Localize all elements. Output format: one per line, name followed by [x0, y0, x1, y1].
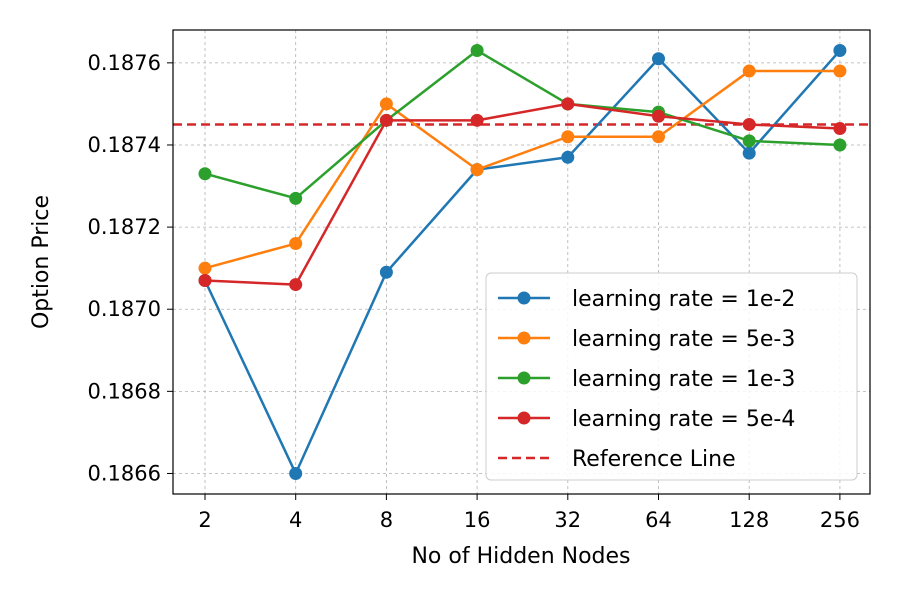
data-point [379, 113, 393, 127]
series-4 [198, 97, 847, 292]
x-tick-label: 128 [729, 508, 769, 532]
series-2 [198, 64, 847, 275]
data-point [198, 261, 212, 275]
y-tick-label: 0.1868 [88, 379, 161, 403]
data-point [742, 64, 756, 78]
legend-box [485, 272, 858, 481]
data-point [470, 44, 484, 58]
x-tick-label: 32 [554, 508, 581, 532]
legend-swatch-marker [517, 331, 531, 345]
legend-label: learning rate = 1e-2 [572, 287, 795, 312]
legend-label: learning rate = 1e-3 [572, 367, 795, 392]
data-point [289, 191, 303, 205]
y-tick-label: 0.1876 [88, 51, 161, 75]
legend-label: learning rate = 5e-3 [572, 327, 795, 352]
data-point [742, 134, 756, 148]
data-point [470, 163, 484, 177]
x-axis-label: No of Hidden Nodes [411, 544, 630, 569]
data-point [289, 466, 303, 480]
legend-swatch-marker [517, 371, 531, 385]
data-point [833, 122, 847, 136]
data-point [561, 130, 575, 144]
data-point [379, 265, 393, 279]
data-point [379, 97, 393, 111]
legend-swatch-marker [517, 411, 531, 425]
x-tick-label: 16 [464, 508, 491, 532]
data-point [198, 167, 212, 181]
data-point [742, 146, 756, 160]
data-point [652, 109, 665, 123]
data-point [561, 97, 575, 111]
y-axis-label: Option Price [29, 195, 54, 329]
x-axis: 2 4 8 16 32 64 128 256 [198, 494, 860, 532]
data-point [833, 44, 847, 58]
data-point [289, 237, 303, 251]
series-line [203, 49, 841, 475]
data-point [652, 52, 665, 66]
data-point [198, 273, 212, 287]
legend: learning rate = 1e-2 learning rate = 5e-3… [485, 272, 858, 481]
y-tick-label: 0.1872 [88, 215, 161, 239]
y-tick-label: 0.1870 [88, 297, 161, 321]
x-tick-label: 64 [645, 508, 672, 532]
series-layer [198, 44, 847, 480]
data-point [652, 130, 665, 144]
y-tick-label: 0.1866 [88, 461, 161, 485]
data-point [561, 150, 575, 164]
series-line [204, 102, 840, 286]
y-tick-label: 0.1874 [88, 133, 161, 157]
x-tick-label: 4 [289, 508, 302, 532]
legend-label: learning rate = 5e-4 [572, 407, 795, 432]
series-line [204, 49, 840, 200]
legend-swatch-marker [517, 291, 531, 305]
series-line [204, 69, 840, 270]
legend-label: Reference Line [572, 447, 736, 472]
data-point [742, 117, 756, 131]
data-point [289, 278, 303, 292]
x-tick-label: 8 [380, 508, 393, 532]
x-tick-label: 2 [198, 508, 211, 532]
data-point [833, 64, 847, 78]
plot-frame [172, 29, 871, 495]
x-tick-label: 256 [820, 508, 860, 532]
data-point [833, 138, 847, 152]
y-axis: 0.1866 0.1868 0.1870 0.1872 0.1874 0.1876 [88, 51, 173, 485]
data-point [470, 113, 484, 127]
